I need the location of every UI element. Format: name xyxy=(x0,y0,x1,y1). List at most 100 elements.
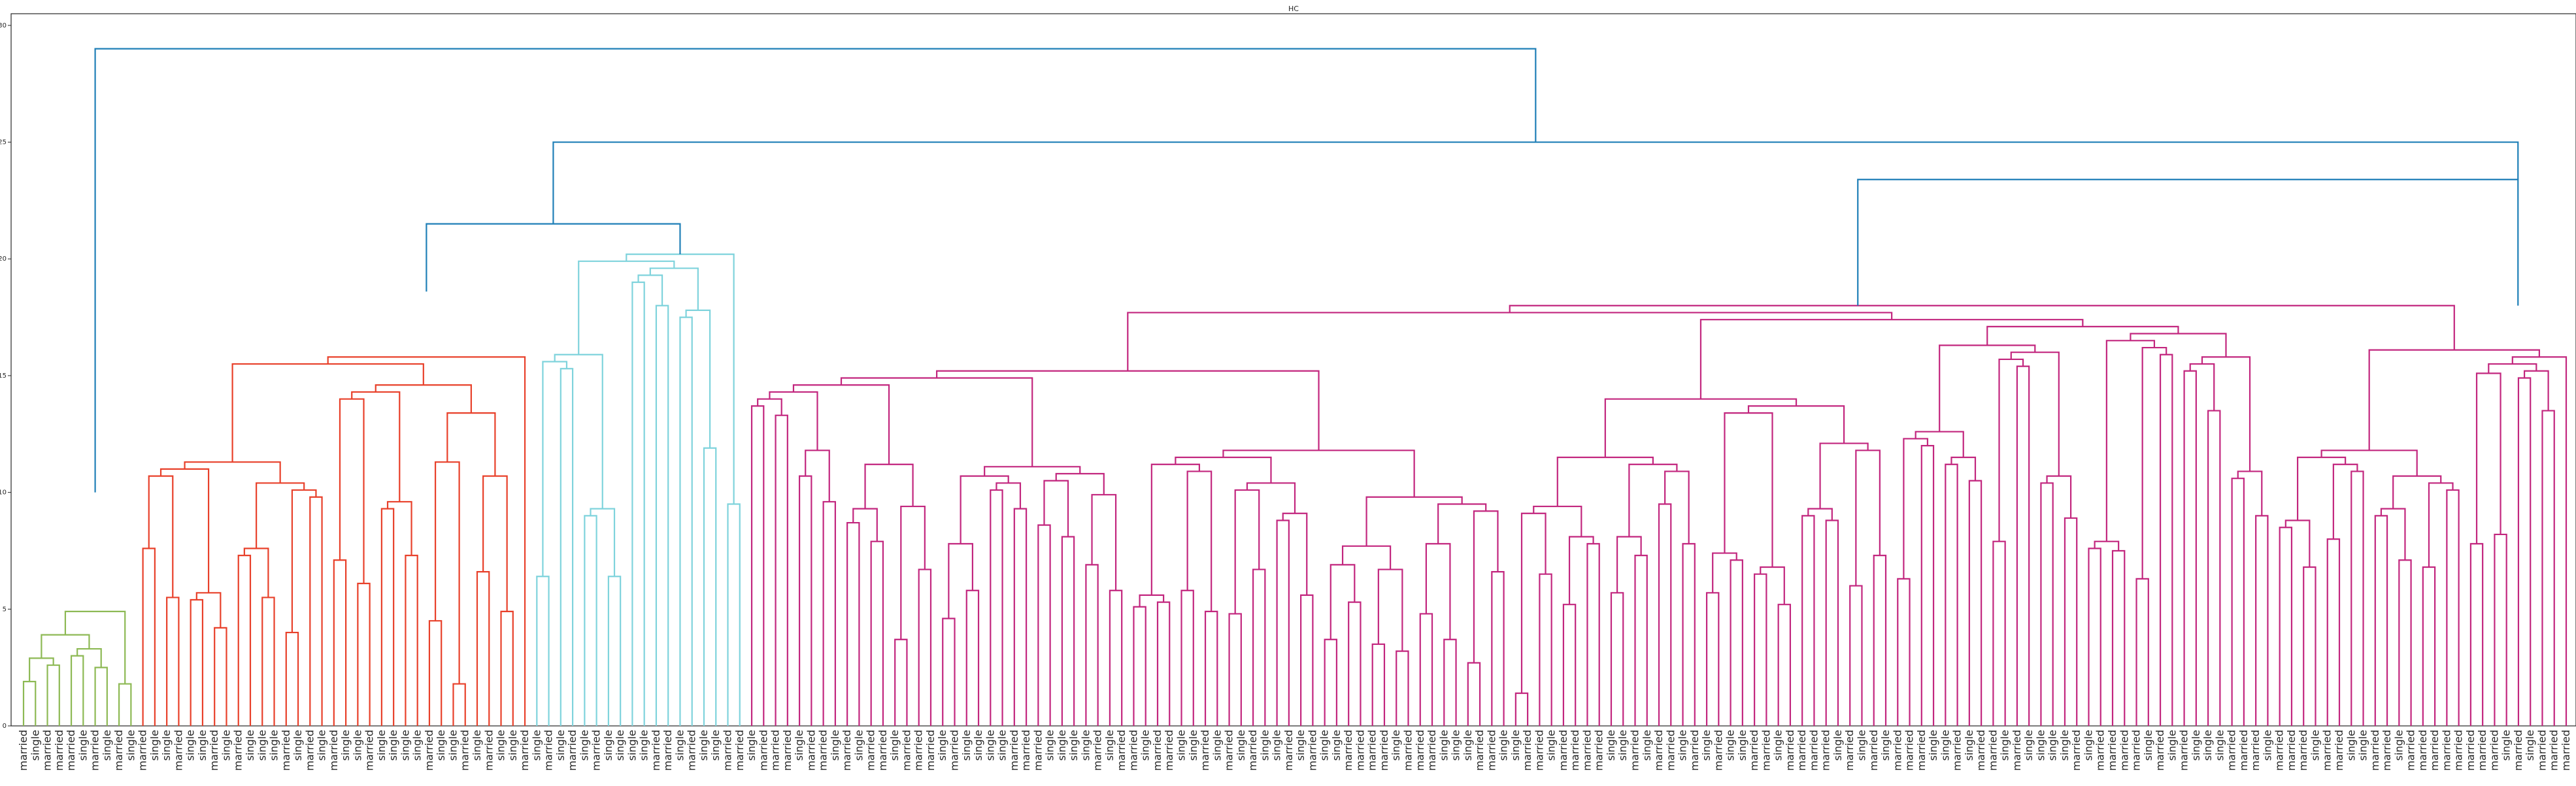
leaf-label: single xyxy=(1641,730,1653,761)
leaf-label: single xyxy=(495,730,507,761)
leaf-label: married xyxy=(722,730,734,771)
leaf-label: married xyxy=(1199,730,1211,771)
leaf-label: single xyxy=(1497,730,1510,761)
leaf-label: single xyxy=(2201,730,2214,761)
cluster-link xyxy=(237,555,252,726)
cluster-link xyxy=(1139,594,1165,607)
y-tick-label: 5 xyxy=(3,606,7,613)
cluster-link xyxy=(375,384,472,414)
leaf-label: married xyxy=(948,730,961,771)
leaf-label: married xyxy=(2381,730,2393,771)
leaf-label: single xyxy=(936,730,948,761)
cluster-link xyxy=(2088,548,2101,726)
cluster-link xyxy=(1992,540,2006,726)
cluster-link xyxy=(607,576,622,726)
leaf-label: married xyxy=(877,730,889,771)
leaf-label: single xyxy=(471,730,483,761)
cluster-link xyxy=(2475,372,2501,544)
leaf-label: single xyxy=(2392,730,2405,761)
cluster-link xyxy=(1920,445,1935,726)
cluster-link xyxy=(655,304,669,726)
leaf-label: single xyxy=(2047,730,2059,761)
leaf-label: single xyxy=(2345,730,2357,761)
cluster-link xyxy=(159,468,210,593)
cluster-link xyxy=(1664,470,1690,544)
leaf-label: single xyxy=(1605,730,1617,761)
leaf-label: married xyxy=(2273,730,2286,771)
leaf-label: married xyxy=(280,730,292,771)
leaf-label: married xyxy=(912,730,925,771)
leaf-label: married xyxy=(1401,730,1414,771)
leaf-label: married xyxy=(137,730,149,771)
cluster-link xyxy=(1801,515,1815,726)
leaf-label: single xyxy=(984,730,996,761)
cluster-link xyxy=(1330,564,1356,640)
leaf-label: married xyxy=(1031,730,1044,771)
leaf-label: single xyxy=(2500,730,2513,761)
leaf-label: single xyxy=(1677,730,1689,761)
cluster-link xyxy=(1133,606,1146,726)
leaf-label: married xyxy=(2130,730,2143,771)
leaf-label: married xyxy=(1354,730,1366,771)
leaf-label: married xyxy=(41,730,54,771)
leaf-label: married xyxy=(1115,730,1128,771)
leaf-label: single xyxy=(1700,730,1713,761)
leaf-label: single xyxy=(1103,730,1116,761)
cluster-link xyxy=(852,508,878,542)
cluster-link xyxy=(1282,512,1308,595)
leaf-label: single xyxy=(1211,730,1223,761)
cluster-link xyxy=(1825,519,1839,726)
y-tick-label: 25 xyxy=(0,139,7,146)
leaf-label: single xyxy=(829,730,841,761)
y-tick-label: 15 xyxy=(0,372,7,380)
cluster-link xyxy=(2428,482,2454,567)
cluster-link xyxy=(2094,540,2120,551)
leaf-label: single xyxy=(638,730,650,761)
leaf-label: single xyxy=(148,730,161,761)
cluster-link xyxy=(578,260,675,355)
cluster-link xyxy=(1443,638,1457,726)
leaf-label: married xyxy=(53,730,65,771)
cluster-link xyxy=(142,548,156,726)
cluster-link xyxy=(1520,512,1547,693)
leaf-label: married xyxy=(865,730,877,771)
leaf-label: married xyxy=(2464,730,2477,771)
cluster-link xyxy=(2523,370,2549,411)
leaf-label: single xyxy=(507,730,519,761)
leaf-label: single xyxy=(1079,730,1092,761)
leaf-label: married xyxy=(2226,730,2238,771)
leaf-label: married xyxy=(172,730,184,771)
leaf-label: married xyxy=(1664,730,1677,771)
cluster-link xyxy=(1533,505,1582,537)
leaf-label: married xyxy=(1915,730,1928,771)
leaf-label: single xyxy=(160,730,173,761)
cluster-link xyxy=(542,361,568,577)
leaf-label: single xyxy=(1616,730,1629,761)
cluster-link xyxy=(2541,410,2555,726)
cluster-link xyxy=(1109,589,1123,726)
cluster-link xyxy=(1491,571,1505,726)
leaf-label: married xyxy=(2154,730,2166,771)
leaf-label: married xyxy=(1163,730,1175,771)
leaf-label: married xyxy=(543,730,555,771)
leaf-label: married xyxy=(1951,730,1964,771)
leaf-label: single xyxy=(745,730,758,761)
cluster-link xyxy=(846,521,860,726)
cluster-link xyxy=(2332,463,2358,540)
leaf-label: single xyxy=(1999,730,2011,761)
leaf-label: married xyxy=(1784,730,1796,771)
cluster-link xyxy=(2255,515,2269,726)
cluster-link xyxy=(1037,524,1051,726)
leaf-label: single xyxy=(1855,730,1867,761)
cluster-link xyxy=(405,555,418,726)
cluster-link xyxy=(1586,543,1600,726)
leaf-label: single xyxy=(1772,730,1784,761)
cluster-link xyxy=(1371,643,1386,726)
cluster-link xyxy=(1276,519,1290,726)
cluster-link xyxy=(351,391,401,502)
cluster-link xyxy=(1228,613,1242,726)
cluster-link xyxy=(1760,566,1785,605)
leaf-label: married xyxy=(1533,730,1545,771)
leaf-label: single xyxy=(101,730,113,761)
cluster-link xyxy=(2422,566,2436,726)
